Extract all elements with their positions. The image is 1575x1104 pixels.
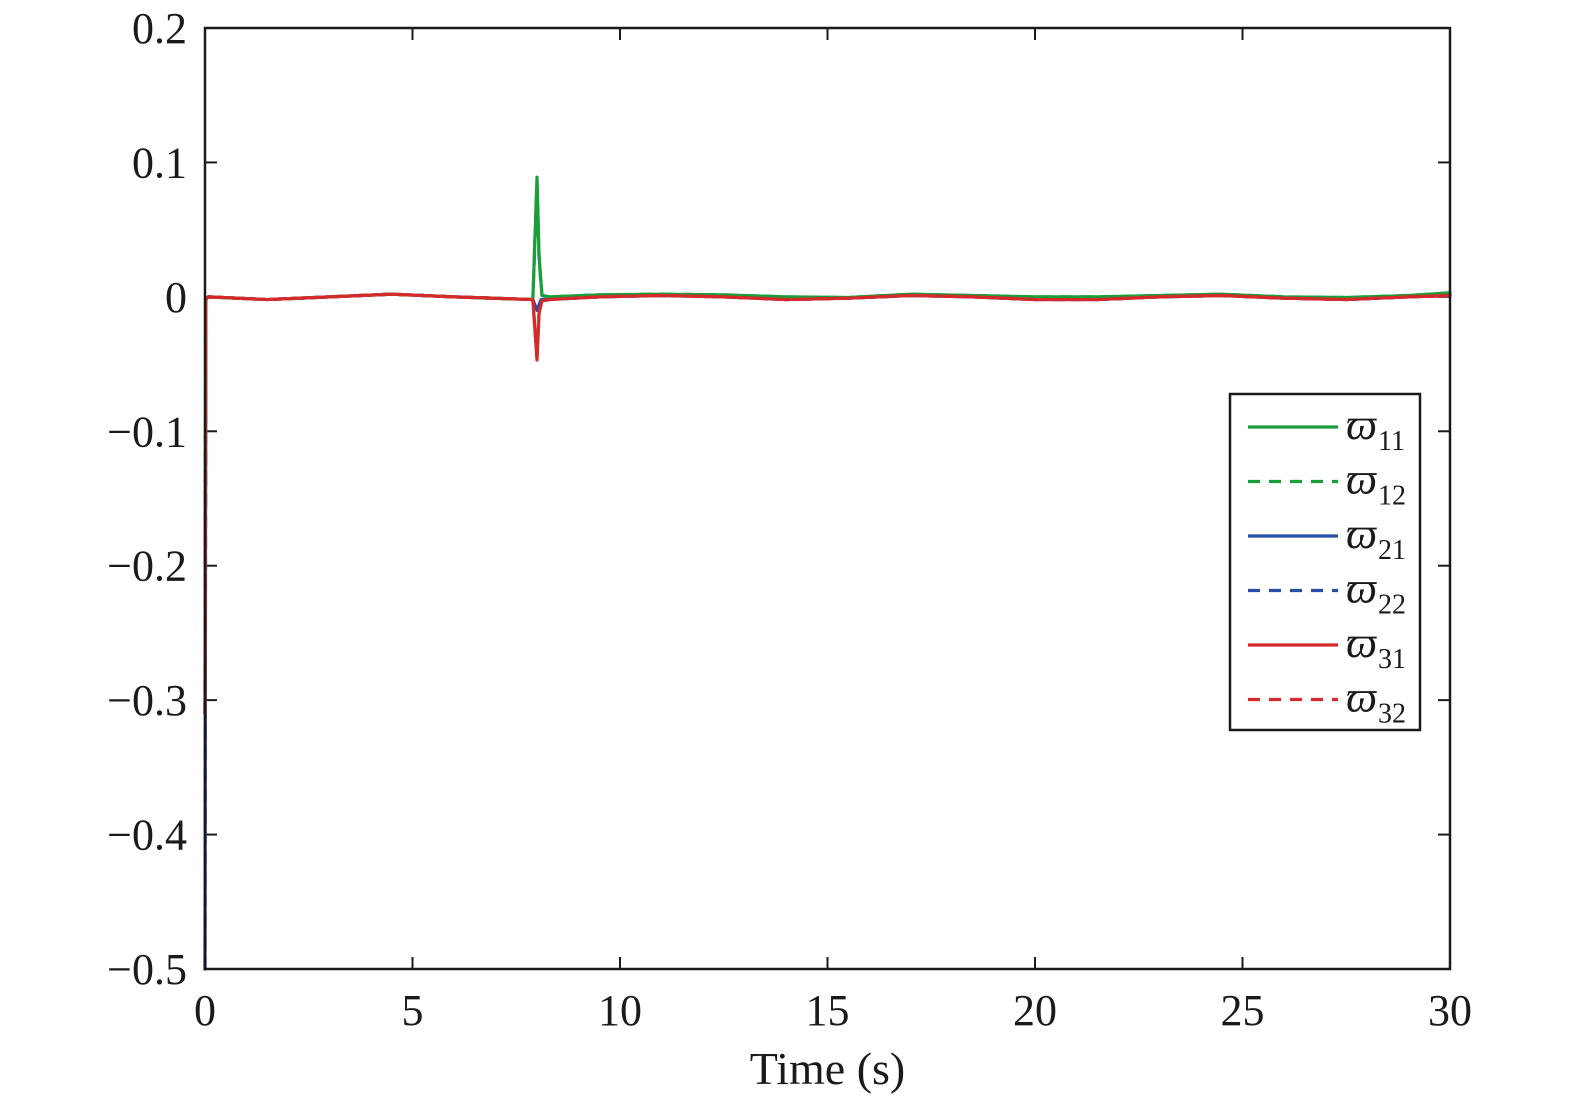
x-tick-label: 5: [402, 986, 424, 1035]
legend: ϖ 11ϖ 12ϖ 21ϖ 22ϖ 31ϖ 32: [1228, 392, 1422, 732]
y-tick-label: −0.5: [107, 945, 187, 994]
y-tick-label: −0.4: [107, 811, 187, 860]
x-tick-label: 10: [598, 986, 642, 1035]
y-tick-label: −0.1: [107, 407, 187, 456]
series-line-32: [203, 292, 1452, 716]
legend-subscript: 31: [1378, 644, 1406, 675]
x-axis-title: Time (s): [750, 1043, 906, 1094]
y-tick-labels: 0.2 0.1 0 −0.1 −0.2 −0.3 −0.4 −0.5: [107, 4, 187, 994]
legend-box: [1228, 392, 1422, 732]
legend-subscript: 32: [1378, 699, 1406, 730]
legend-symbol: ϖ: [1346, 564, 1377, 613]
x-tick-labels: 0 5 10 15 20 25 30: [194, 986, 1472, 1035]
legend-symbol: ϖ: [1346, 455, 1377, 504]
x-tick-label: 20: [1013, 986, 1057, 1035]
legend-symbol: ϖ: [1346, 509, 1377, 558]
legend-subscript: 22: [1378, 590, 1406, 621]
legend-subscript: 21: [1378, 535, 1406, 566]
series-layer: [203, 175, 1452, 971]
x-tick-label: 0: [194, 986, 216, 1035]
y-tick-label: −0.3: [107, 676, 187, 725]
legend-symbol: ϖ: [1346, 618, 1377, 667]
y-tick-label: −0.2: [107, 542, 187, 591]
legend-subscript: 12: [1378, 481, 1406, 512]
legend-symbol: ϖ: [1346, 400, 1377, 449]
y-tick-label: 0.1: [132, 138, 187, 187]
y-tick-label: 0: [165, 273, 187, 322]
x-tick-label: 25: [1221, 986, 1265, 1035]
legend-subscript: 11: [1378, 426, 1405, 457]
x-tick-label: 30: [1428, 986, 1472, 1035]
x-tick-label: 15: [806, 986, 850, 1035]
y-tick-label: 0.2: [132, 4, 187, 53]
plot-frame: [203, 26, 1452, 971]
legend-symbol: ϖ: [1346, 673, 1377, 722]
